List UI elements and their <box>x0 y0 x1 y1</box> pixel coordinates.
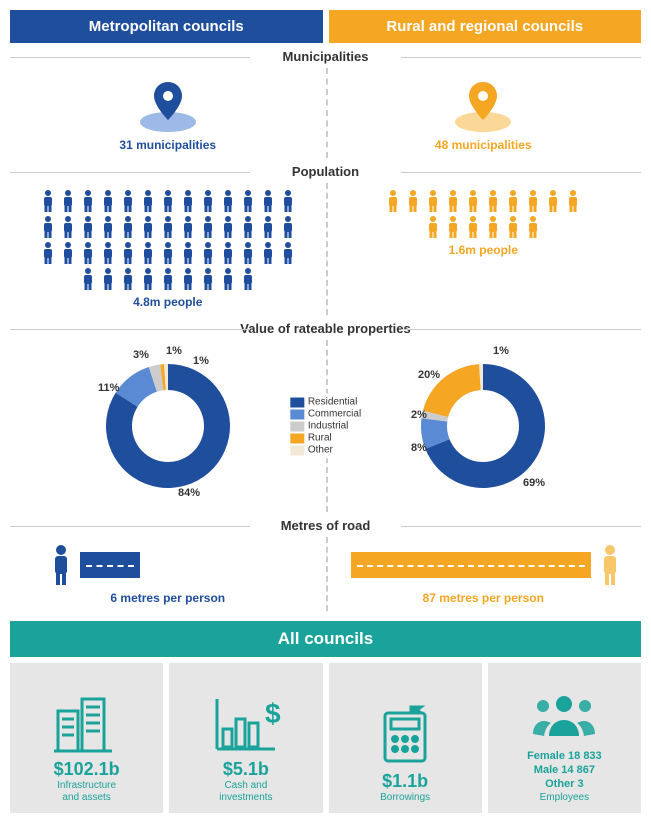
col-rural-pop: 1.6m people <box>326 189 642 309</box>
svg-text:20%: 20% <box>418 369 440 381</box>
buildings-icon <box>52 693 122 753</box>
map-pin-icon <box>133 74 203 134</box>
svg-text:$: $ <box>265 698 281 729</box>
tile-employees: Female 18 833 Male 14 867 Other 3 Employ… <box>488 663 641 813</box>
road-bar-rural <box>351 552 591 578</box>
section-municipalities: Municipalities <box>10 49 641 64</box>
tile-borrow-label: Borrowings <box>380 792 430 804</box>
col-metro-rate: 84% 11% 3% 1% 1% <box>10 346 326 506</box>
person-icon <box>48 543 74 587</box>
svg-text:8%: 8% <box>411 442 427 454</box>
row-population: 4.8m people 1.6m people <box>10 183 641 315</box>
header-row: Metropolitan councils Rural and regional… <box>10 10 641 43</box>
header-rural: Rural and regional councils <box>329 10 642 43</box>
vertical-divider <box>326 537 328 611</box>
person-icon <box>597 543 623 587</box>
tile-cash-value: $5.1b <box>223 759 269 780</box>
svg-text:69%: 69% <box>523 477 545 489</box>
section-road: Metres of road <box>10 518 641 533</box>
rate-legend: ResidentialCommercialIndustrialRuralOthe… <box>284 394 367 459</box>
section-rateable: Value of rateable properties <box>10 321 641 336</box>
row-rateable: 84% 11% 3% 1% 1% ResidentialCommercialIndust… <box>10 340 641 512</box>
people-grid-metro <box>38 189 298 291</box>
pop-metro-label: 4.8m people <box>133 295 202 309</box>
emp-other: Other 3 <box>545 778 584 792</box>
pop-rural-label: 1.6m people <box>449 243 518 257</box>
col-metro-muni: 31 municipalities <box>10 74 326 152</box>
row-road: 6 metres per person 87 metres per person <box>10 537 641 611</box>
svg-text:1%: 1% <box>493 346 509 357</box>
tiles-row: $102.1b Infrastructure and assets $ $5.1… <box>10 663 641 813</box>
muni-metro-label: 31 municipalities <box>119 138 216 152</box>
tile-cash: $ $5.1b Cash and investments <box>169 663 322 813</box>
map-pin-icon <box>448 74 518 134</box>
road-metro-label: 6 metres per person <box>110 591 225 605</box>
section-population: Population <box>10 164 641 179</box>
calculator-icon <box>375 701 435 765</box>
muni-rural-label: 48 municipalities <box>435 138 532 152</box>
col-metro-road: 6 metres per person <box>10 543 326 605</box>
row-municipalities: 31 municipalities 48 municipalities <box>10 68 641 158</box>
emp-female: Female 18 833 <box>527 750 602 764</box>
tile-cash-label: Cash and investments <box>219 780 272 803</box>
vertical-divider <box>326 68 328 158</box>
svg-text:3%: 3% <box>133 349 149 361</box>
svg-text:84%: 84% <box>178 487 200 499</box>
vertical-divider <box>326 183 328 315</box>
tile-borrow-value: $1.1b <box>382 771 428 792</box>
donut-chart-metro: 84% 11% 3% 1% 1% <box>88 346 248 506</box>
col-metro-pop: 4.8m people <box>10 189 326 309</box>
chart-dollar-icon: $ <box>211 693 281 753</box>
svg-text:11%: 11% <box>98 382 120 394</box>
donut-chart-rural: 69% 8% 2% 20% 1% <box>403 346 563 506</box>
people-group-icon <box>529 692 599 744</box>
svg-text:1%: 1% <box>193 355 209 367</box>
svg-text:2%: 2% <box>411 409 427 421</box>
tile-borrow: $1.1b Borrowings <box>329 663 482 813</box>
road-rural-label: 87 metres per person <box>423 591 544 605</box>
tile-infra: $102.1b Infrastructure and assets <box>10 663 163 813</box>
emp-male: Male 14 867 <box>534 764 595 778</box>
people-grid-rural <box>383 189 583 239</box>
tile-infra-label: Infrastructure and assets <box>57 780 116 803</box>
emp-label: Employees <box>540 792 589 804</box>
svg-text:1%: 1% <box>166 346 182 357</box>
col-rural-road: 87 metres per person <box>326 543 642 605</box>
col-rural-muni: 48 municipalities <box>326 74 642 152</box>
road-bar-metro <box>80 552 140 578</box>
tile-infra-value: $102.1b <box>54 759 120 780</box>
all-councils-bar: All councils <box>10 621 641 657</box>
col-rural-rate: 69% 8% 2% 20% 1% <box>326 346 642 506</box>
header-metro: Metropolitan councils <box>10 10 323 43</box>
